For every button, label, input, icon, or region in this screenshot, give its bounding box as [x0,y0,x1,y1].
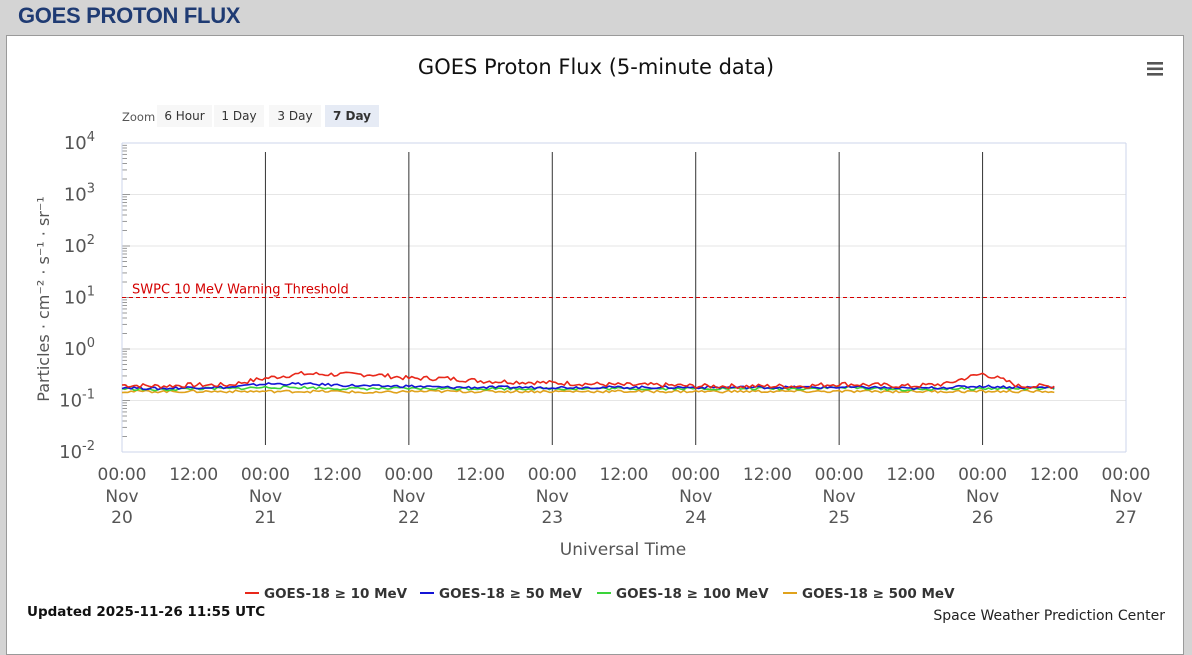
x-tick-day: 24 [685,508,707,528]
legend-label: GOES-18 ≥ 100 MeV [616,586,769,602]
zoom-button-label: 3 Day [277,109,312,123]
y-tick-label: 101 [64,285,95,309]
x-tick-month: Nov [966,487,999,507]
x-tick-time: 12:00 [456,465,505,485]
zoom-button-label: 7 Day [333,109,371,123]
x-tick-time: 12:00 [743,465,792,485]
x-tick-day: 27 [1115,508,1137,528]
x-tick-time: 00:00 [241,465,290,485]
threshold-label: SWPC 10 MeV Warning Threshold [132,283,349,298]
zoom-button-label: 6 Hour [164,109,204,123]
x-tick-time: 00:00 [1102,465,1151,485]
x-tick-time: 00:00 [528,465,577,485]
page-title: GOES PROTON FLUX [18,3,241,28]
zoom-button-bg [269,105,321,127]
x-tick-time: 12:00 [1030,465,1079,485]
zoom-button-bg [214,105,264,127]
y-tick-label: 103 [64,182,95,206]
zoom-label: Zoom [122,110,155,124]
legend-label: GOES-18 ≥ 500 MeV [802,586,955,602]
zoom-button-3-day[interactable]: 3 Day [269,105,321,127]
y-tick-label: 104 [64,130,95,154]
zoom-button-6-hour[interactable]: 6 Hour [157,105,212,127]
x-tick-time: 12:00 [169,465,218,485]
y-tick-label: 102 [64,233,95,257]
x-tick-month: Nov [392,487,425,507]
x-tick-day: 23 [541,508,563,528]
x-axis-label: Universal Time [560,540,686,560]
legend: GOES-18 ≥ 10 MeV GOES-18 ≥ 50 MeV GOES-18 … [245,586,955,602]
x-tick-time: 12:00 [313,465,362,485]
x-tick-month: Nov [105,487,138,507]
y-tick-label: 10-1 [59,388,95,412]
y-tick-label: 10-2 [59,439,95,463]
updated-timestamp: Updated 2025-11-26 11:55 UTC [27,604,265,620]
x-tick-time: 12:00 [886,465,935,485]
x-tick-month: Nov [679,487,712,507]
y-axis-label: Particles · cm⁻² · s⁻¹ · sr⁻¹ [34,196,53,401]
x-tick-day: 22 [398,508,420,528]
y-tick-labels: 104 103 102 101 100 10-1 10-2 [59,130,95,463]
series-line-4 [121,389,1055,394]
chart-title: GOES Proton Flux (5-minute data) [418,55,774,79]
x-tick-day: 20 [111,508,133,528]
zoom-button-label: 1 Day [221,109,256,123]
x-tick-month: Nov [1109,487,1142,507]
x-tick-month: Nov [249,487,282,507]
x-tick-day: 25 [828,508,850,528]
credit-label: Space Weather Prediction Center [933,608,1165,624]
zoom-buttons: 6 Hour 1 Day 3 Day 7 Day [157,105,379,127]
threshold-group: SWPC 10 MeV Warning Threshold [122,283,1126,298]
series-lines [121,370,1055,394]
legend-label: GOES-18 ≥ 50 MeV [439,586,583,602]
x-tick-time: 00:00 [98,465,147,485]
x-tick-time: 12:00 [600,465,649,485]
x-tick-time: 00:00 [815,465,864,485]
chart-panel: GOES Proton Flux (5-minute data) Zoom 6 … [6,35,1184,655]
zoom-button-1-day[interactable]: 1 Day [214,105,264,127]
hamburger-menu-icon[interactable] [1145,60,1165,78]
x-tick-time: 00:00 [958,465,1007,485]
x-tick-day: 21 [255,508,277,528]
x-tick-time: 00:00 [671,465,720,485]
zoom-button-bg [325,105,379,127]
y-tick-label: 100 [64,336,95,360]
legend-item[interactable]: GOES-18 ≥ 100 MeV [597,586,769,602]
zoom-button-7-day[interactable]: 7 Day [325,105,379,127]
series-line-1 [121,370,1055,390]
x-tick-time: 00:00 [384,465,433,485]
x-tick-day: 26 [972,508,994,528]
zoom-button-bg [157,105,212,127]
legend-label: GOES-18 ≥ 10 MeV [264,586,408,602]
legend-item[interactable]: GOES-18 ≥ 10 MeV [245,586,408,602]
legend-item[interactable]: GOES-18 ≥ 500 MeV [783,586,955,602]
x-tick-month: Nov [536,487,569,507]
legend-item[interactable]: GOES-18 ≥ 50 MeV [420,586,583,602]
proton-flux-chart: GOES Proton Flux (5-minute data) Zoom 6 … [27,55,1165,624]
day-boundary-lines [264,152,984,445]
x-tick-month: Nov [823,487,856,507]
